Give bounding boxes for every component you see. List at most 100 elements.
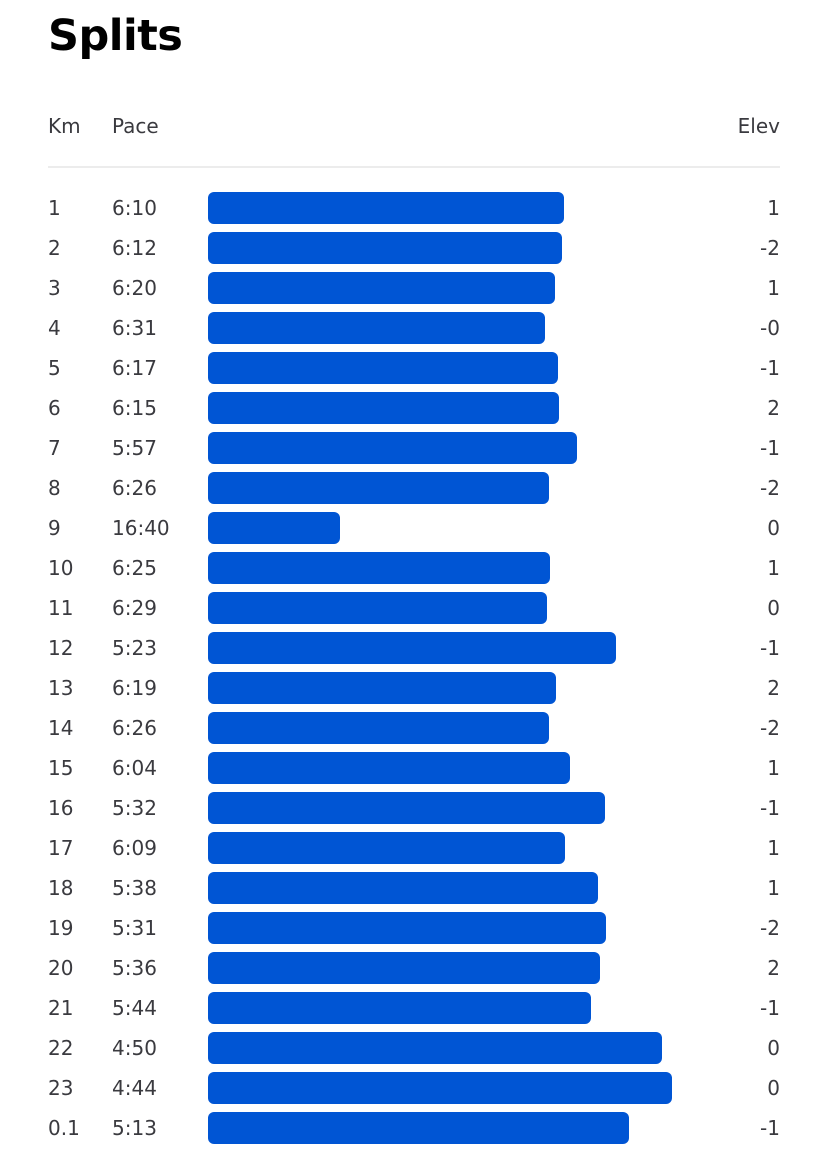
pace-bar: [208, 712, 549, 744]
split-km: 1: [48, 196, 61, 220]
split-km: 5: [48, 356, 61, 380]
split-elev: 0: [767, 596, 780, 620]
split-km: 22: [48, 1036, 74, 1060]
split-elev: 2: [767, 676, 780, 700]
split-row: 9 16:40 0: [0, 508, 828, 548]
split-km: 6: [48, 396, 61, 420]
column-header-km: Km: [48, 114, 81, 138]
split-elev: 1: [767, 196, 780, 220]
split-row: 20 5:36 2: [0, 948, 828, 988]
pace-bar-track: [208, 232, 688, 264]
split-row: 11 6:29 0: [0, 588, 828, 628]
split-km: 20: [48, 956, 74, 980]
split-pace: 5:32: [112, 796, 157, 820]
split-km: 7: [48, 436, 61, 460]
pace-bar: [208, 1072, 672, 1104]
split-elev: 1: [767, 756, 780, 780]
split-row: 15 6:04 1: [0, 748, 828, 788]
split-elev: -1: [760, 356, 780, 380]
split-pace: 6:09: [112, 836, 157, 860]
pace-bar: [208, 312, 545, 344]
split-km: 13: [48, 676, 74, 700]
split-pace: 16:40: [112, 516, 170, 540]
split-km: 19: [48, 916, 74, 940]
split-pace: 6:20: [112, 276, 157, 300]
pace-bar: [208, 792, 605, 824]
split-km: 17: [48, 836, 74, 860]
pace-bar-track: [208, 752, 688, 784]
split-km: 14: [48, 716, 74, 740]
pace-bar-track: [208, 912, 688, 944]
pace-bar-track: [208, 392, 688, 424]
pace-bar-track: [208, 712, 688, 744]
split-elev: -2: [760, 716, 780, 740]
split-row: 1 6:10 1: [0, 188, 828, 228]
split-elev: -2: [760, 916, 780, 940]
pace-bar-track: [208, 432, 688, 464]
split-km: 8: [48, 476, 61, 500]
pace-bar: [208, 1032, 662, 1064]
pace-bar-track: [208, 552, 688, 584]
pace-bar-track: [208, 472, 688, 504]
pace-bar-track: [208, 832, 688, 864]
split-km: 0.1: [48, 1116, 80, 1140]
split-row: 8 6:26 -2: [0, 468, 828, 508]
pace-bar-track: [208, 792, 688, 824]
pace-bar-track: [208, 632, 688, 664]
pace-bar-track: [208, 352, 688, 384]
split-elev: 0: [767, 1076, 780, 1100]
pace-bar: [208, 512, 340, 544]
pace-bar: [208, 392, 559, 424]
split-row: 7 5:57 -1: [0, 428, 828, 468]
pace-bar: [208, 352, 558, 384]
split-row: 22 4:50 0: [0, 1028, 828, 1068]
split-row: 16 5:32 -1: [0, 788, 828, 828]
split-row: 17 6:09 1: [0, 828, 828, 868]
split-elev: 1: [767, 836, 780, 860]
split-row: 14 6:26 -2: [0, 708, 828, 748]
split-km: 23: [48, 1076, 74, 1100]
split-row: 2 6:12 -2: [0, 228, 828, 268]
split-pace: 6:15: [112, 396, 157, 420]
split-elev: 2: [767, 956, 780, 980]
split-elev: 1: [767, 556, 780, 580]
split-row: 5 6:17 -1: [0, 348, 828, 388]
split-elev: -0: [760, 316, 780, 340]
pace-bar: [208, 912, 606, 944]
split-pace: 6:26: [112, 716, 157, 740]
pace-bar: [208, 192, 564, 224]
split-km: 21: [48, 996, 74, 1020]
pace-bar: [208, 992, 591, 1024]
pace-bar-track: [208, 272, 688, 304]
split-pace: 5:31: [112, 916, 157, 940]
split-row: 21 5:44 -1: [0, 988, 828, 1028]
split-km: 10: [48, 556, 74, 580]
split-km: 3: [48, 276, 61, 300]
pace-bar: [208, 432, 577, 464]
split-elev: 2: [767, 396, 780, 420]
pace-bar-track: [208, 952, 688, 984]
pace-bar: [208, 832, 565, 864]
pace-bar-track: [208, 592, 688, 624]
split-row: 12 5:23 -1: [0, 628, 828, 668]
pace-bar-track: [208, 1072, 688, 1104]
split-elev: -1: [760, 1116, 780, 1140]
split-elev: -1: [760, 996, 780, 1020]
split-km: 11: [48, 596, 74, 620]
pace-bar: [208, 1112, 629, 1144]
split-elev: -2: [760, 236, 780, 260]
split-elev: -1: [760, 636, 780, 660]
pace-bar: [208, 952, 600, 984]
split-elev: -2: [760, 476, 780, 500]
split-pace: 6:10: [112, 196, 157, 220]
split-elev: 0: [767, 1036, 780, 1060]
split-row: 0.1 5:13 -1: [0, 1108, 828, 1148]
split-pace: 4:44: [112, 1076, 157, 1100]
split-pace: 4:50: [112, 1036, 157, 1060]
split-pace: 6:25: [112, 556, 157, 580]
pace-bar: [208, 672, 556, 704]
split-row: 19 5:31 -2: [0, 908, 828, 948]
column-header-elev: Elev: [737, 114, 780, 138]
splits-table-header: Km Pace Elev: [0, 108, 828, 146]
pace-bar: [208, 552, 550, 584]
